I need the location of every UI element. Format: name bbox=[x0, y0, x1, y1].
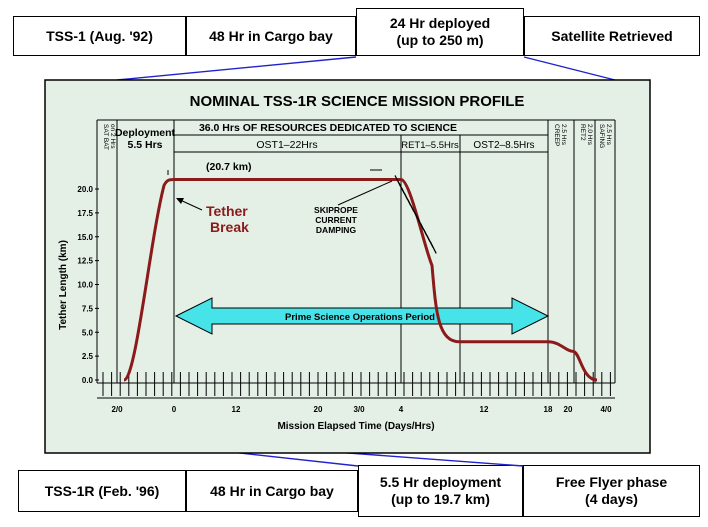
top-phase-box: TSS-1 (Aug. '92) bbox=[13, 16, 186, 56]
x-tick-label: 4 bbox=[399, 405, 404, 414]
ret2-label: 2.0 Hrs bbox=[586, 124, 593, 146]
x-tick-label: 2/0 bbox=[111, 405, 123, 414]
x-tick-label: 3/0 bbox=[353, 405, 365, 414]
vertical-header-labels: SAT BAT on 2 Hrs CREEP 2.5 Hrs RET2 2.0 … bbox=[102, 124, 612, 150]
top-phase-box: 24 Hr deployed (up to 250 m) bbox=[356, 8, 524, 56]
creep-label: CREEP bbox=[553, 124, 560, 146]
safing-label: 2.5 Hrs bbox=[605, 124, 612, 146]
bottom-phase-box: 5.5 Hr deployment (up to 19.7 km) bbox=[358, 465, 523, 517]
y-tick-label: 5.0 bbox=[82, 328, 94, 337]
x-tick-label: 4/0 bbox=[600, 405, 612, 414]
y-tick-label: 2.5 bbox=[82, 352, 94, 361]
resources-label: 36.0 Hrs OF RESOURCES DEDICATED TO SCIEN… bbox=[199, 122, 457, 134]
skiprope-pointer bbox=[337, 180, 393, 206]
sat-bat-label: on 2 Hrs bbox=[109, 124, 116, 149]
sat-bat-label: SAT BAT bbox=[102, 124, 109, 150]
top-phase-box: 48 Hr in Cargo bay bbox=[186, 16, 356, 56]
y-tick-label: 10.0 bbox=[77, 281, 93, 290]
y-tick-label: 12.5 bbox=[77, 257, 93, 266]
ost2-label: OST2–8.5Hrs bbox=[473, 140, 534, 151]
top-phase-box: Satellite Retrieved bbox=[524, 16, 700, 56]
ret1-label: RET1–5.5Hrs bbox=[401, 140, 459, 151]
x-tick-label: 20 bbox=[314, 405, 323, 414]
bottom-phase-box: 48 Hr in Cargo bay bbox=[186, 470, 358, 512]
x-tick-label: 18 bbox=[544, 405, 553, 414]
y-tick-label: 20.0 bbox=[77, 185, 93, 194]
deployment-label: Deployment 5.5 Hrs bbox=[115, 127, 176, 151]
x-tick-label: 12 bbox=[232, 405, 241, 414]
bottom-phase-box: TSS-1R (Feb. '96) bbox=[18, 470, 186, 512]
x-tick-label: 20 bbox=[564, 405, 573, 414]
ost1-label: OST1–22Hrs bbox=[256, 139, 317, 151]
max-length-label: (20.7 km) bbox=[206, 161, 252, 173]
skiprope-damping-marks bbox=[394, 175, 437, 254]
damping-mark bbox=[429, 241, 437, 254]
skiprope-label: SKIPROPE CURRENT DAMPING bbox=[314, 205, 358, 235]
tether-break-label: Tether Break bbox=[206, 203, 249, 235]
bottom-phase-box: Free Flyer phase (4 days) bbox=[523, 465, 700, 517]
prime-science-arrow bbox=[174, 297, 550, 335]
x-axis-label: Mission Elapsed Time (Days/Hrs) bbox=[277, 421, 434, 432]
tether-length-line bbox=[123, 177, 598, 382]
y-axis-label: Tether Length (km) bbox=[58, 240, 69, 330]
x-tick-label: 0 bbox=[172, 405, 177, 414]
creep-label: 2.5 Hrs bbox=[560, 124, 567, 146]
y-axis-ticks: 20.0 17.5 15.0 12.5 10.0 7.5 5.0 2.5 0.0 bbox=[77, 185, 99, 385]
y-tick-label: 15.0 bbox=[77, 233, 93, 242]
y-tick-label: 0.0 bbox=[82, 376, 94, 385]
x-axis-ticks: 2/0 0 12 20 3/0 4 12 18 20 4/0 bbox=[111, 405, 612, 414]
y-tick-label: 17.5 bbox=[77, 209, 93, 218]
x-tick-label: 12 bbox=[480, 405, 489, 414]
safing-label: SAFING bbox=[598, 124, 605, 148]
ret2-label: RET2 bbox=[579, 124, 586, 141]
y-tick-label: 7.5 bbox=[82, 304, 94, 313]
figure-title: NOMINAL TSS-1R SCIENCE MISSION PROFILE bbox=[190, 93, 525, 110]
prime-science-label: Prime Science Operations Period bbox=[285, 312, 435, 323]
